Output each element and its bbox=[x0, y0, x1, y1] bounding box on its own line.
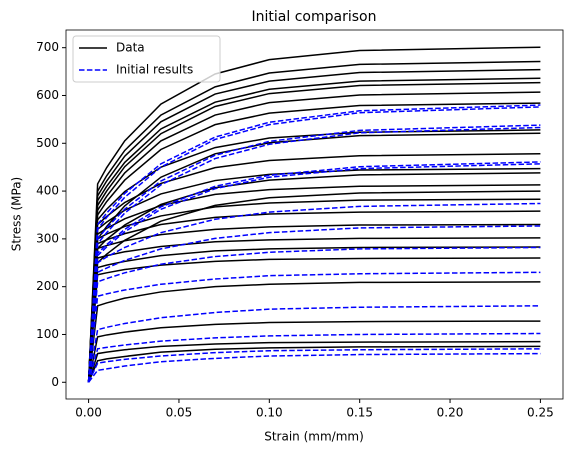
curve bbox=[87, 172, 541, 383]
curve bbox=[87, 257, 541, 383]
legend-label: Data bbox=[116, 41, 145, 55]
curve bbox=[87, 237, 541, 383]
x-tick-label: 0.25 bbox=[527, 406, 554, 420]
curve bbox=[87, 60, 541, 383]
y-tick-label: 400 bbox=[36, 184, 59, 198]
curve bbox=[87, 271, 541, 383]
curve bbox=[87, 225, 541, 383]
x-tick-label: 0.00 bbox=[75, 406, 102, 420]
curve bbox=[87, 345, 541, 383]
curve bbox=[87, 124, 541, 383]
curve bbox=[87, 246, 541, 383]
curve bbox=[87, 320, 541, 383]
curve bbox=[87, 161, 541, 383]
curve bbox=[87, 184, 541, 383]
plot-frame bbox=[65, 29, 564, 400]
curve bbox=[87, 46, 541, 383]
y-tick-label: 600 bbox=[36, 88, 59, 102]
x-tick-label: 0.05 bbox=[166, 406, 193, 420]
curve bbox=[87, 223, 541, 383]
curve bbox=[87, 352, 541, 383]
curve bbox=[87, 126, 541, 383]
curve bbox=[87, 102, 541, 383]
y-tick-label: 700 bbox=[36, 40, 59, 54]
curve bbox=[87, 163, 541, 383]
curve bbox=[87, 91, 541, 383]
curve bbox=[87, 340, 541, 383]
legend-box bbox=[72, 35, 221, 83]
curve bbox=[87, 348, 541, 383]
curve bbox=[87, 332, 541, 383]
y-tick-label: 500 bbox=[36, 136, 59, 150]
curve bbox=[87, 198, 541, 383]
y-tick-label: 0 bbox=[51, 375, 59, 389]
x-tick-label: 0.20 bbox=[437, 406, 464, 420]
y-tick-label: 100 bbox=[36, 327, 59, 341]
y-axis-label: Stress (MPa) bbox=[10, 177, 24, 251]
legend-label: Initial results bbox=[116, 63, 193, 77]
curve bbox=[87, 104, 541, 383]
x-tick-label: 0.15 bbox=[346, 406, 373, 420]
curve bbox=[87, 202, 541, 383]
curve bbox=[87, 68, 541, 383]
curve bbox=[87, 132, 541, 383]
chart-title: Initial comparison bbox=[252, 9, 377, 25]
x-axis-label: Strain (mm/mm) bbox=[264, 430, 364, 444]
curve bbox=[87, 77, 541, 383]
y-tick-label: 300 bbox=[36, 231, 59, 245]
x-tick-label: 0.10 bbox=[256, 406, 283, 420]
curve bbox=[87, 106, 541, 383]
curve bbox=[87, 281, 541, 383]
curve bbox=[87, 305, 541, 383]
curve bbox=[87, 190, 541, 383]
curve bbox=[87, 210, 541, 383]
curve bbox=[87, 81, 541, 383]
curve bbox=[87, 246, 541, 383]
y-tick-label: 200 bbox=[36, 279, 59, 293]
